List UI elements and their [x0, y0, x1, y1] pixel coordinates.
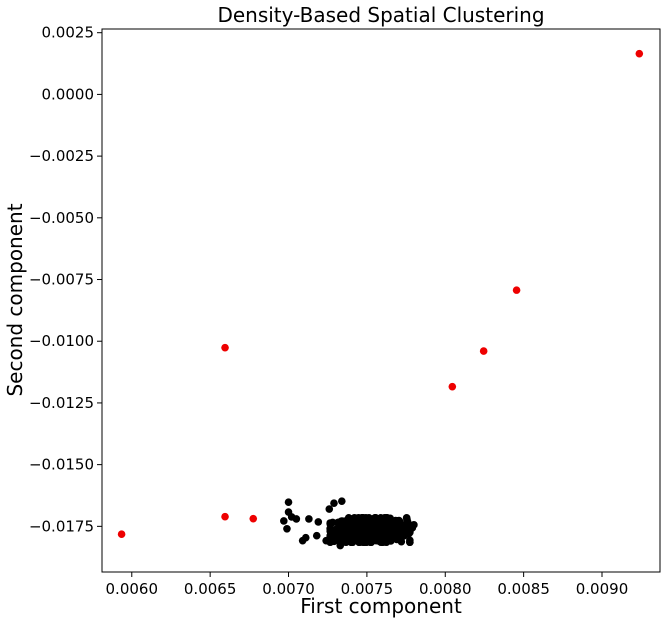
cluster-point [335, 532, 343, 540]
x-tick-label: 0.0065 [184, 580, 237, 598]
cluster-point [280, 517, 288, 525]
cluster-point [359, 530, 368, 538]
cluster-point [325, 505, 334, 513]
cluster-point [292, 515, 301, 523]
cluster-point [337, 519, 346, 528]
cluster-point [362, 538, 371, 547]
y-tick-label: 0.0025 [42, 24, 95, 42]
cluster-point [408, 524, 417, 532]
y-tick-label: −0.0125 [29, 394, 94, 412]
y-axis-title: Second component [3, 203, 27, 396]
noise-point [221, 512, 229, 521]
plot-marks [117, 49, 644, 550]
noise-point [221, 343, 229, 352]
cluster-point [403, 518, 412, 526]
cluster-series [280, 497, 418, 550]
cluster-point [367, 524, 375, 532]
noise-series [117, 49, 644, 539]
cluster-point [332, 525, 340, 534]
cluster-point [376, 515, 385, 523]
cluster-point [391, 531, 399, 540]
cluster-point [379, 537, 387, 545]
cluster-point [305, 515, 313, 523]
noise-point [635, 49, 644, 58]
cluster-point [347, 528, 356, 536]
cluster-point [327, 529, 335, 538]
cluster-point [314, 518, 323, 526]
cluster-point [397, 537, 406, 546]
cluster-point [322, 536, 330, 545]
cluster-point [370, 533, 379, 541]
x-tick-label: 0.0090 [576, 580, 629, 598]
cluster-point [395, 519, 404, 528]
x-tick-label: 0.0085 [497, 580, 550, 598]
x-tick-label: 0.0060 [106, 580, 159, 598]
cluster-point [338, 497, 346, 505]
cluster-point [364, 514, 373, 523]
cluster-point [353, 533, 362, 542]
noise-point [249, 514, 258, 523]
cluster-point [284, 498, 293, 506]
y-tick-label: −0.0050 [29, 209, 94, 227]
noise-point [479, 347, 488, 355]
axes: 0.0060 0.0065 0.0070 0.0075 0.0080 0.0085 0.00… [29, 24, 628, 598]
cluster-point [330, 499, 338, 507]
cluster-point [350, 514, 359, 522]
y-tick-label: −0.0175 [29, 517, 94, 535]
x-tick-label: 0.0070 [262, 580, 315, 598]
x-tick-label: 0.0080 [419, 580, 472, 598]
y-tick-label: −0.0075 [29, 271, 94, 289]
y-tick-label: −0.0100 [29, 332, 94, 350]
noise-point [512, 286, 521, 294]
chart-title: Density-Based Spatial Clustering [217, 3, 544, 27]
noise-point [448, 382, 457, 391]
cluster-point [344, 536, 353, 544]
cluster-point [283, 525, 291, 533]
y-tick-label: −0.0025 [29, 147, 94, 165]
cluster-point [349, 521, 358, 530]
y-tick-label: 0.0000 [42, 85, 95, 103]
cluster-point [406, 536, 414, 545]
x-axis-title: First component [300, 594, 462, 618]
plot-frame [101, 28, 661, 573]
cluster-point [336, 541, 345, 550]
cluster-point [357, 521, 366, 530]
y-tick-label: −0.0150 [29, 456, 94, 474]
cluster-point [301, 533, 310, 542]
cluster-point [312, 531, 321, 540]
cluster-point [383, 520, 392, 529]
noise-point [117, 530, 126, 539]
x-tick-label: 0.0075 [341, 580, 394, 598]
cluster-point [404, 530, 413, 538]
